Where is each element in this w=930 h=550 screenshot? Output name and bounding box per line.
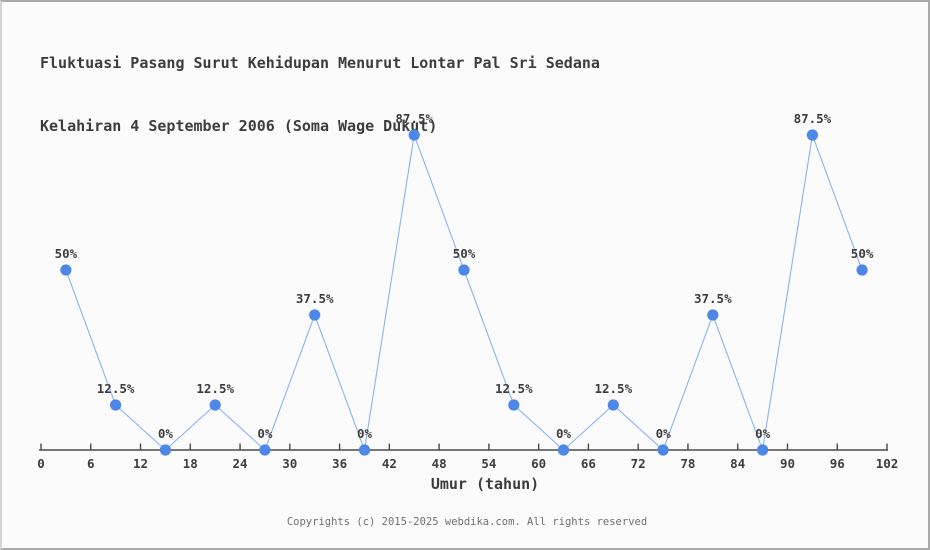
point-value-label: 0% bbox=[556, 426, 572, 441]
x-axis-tick-label: 6 bbox=[87, 456, 95, 471]
x-axis-tick-label: 42 bbox=[382, 456, 397, 471]
x-axis-tick-label: 48 bbox=[432, 456, 447, 471]
point-value-label: 87.5% bbox=[794, 111, 832, 126]
x-axis-tick-label: 36 bbox=[332, 456, 347, 471]
point-value-label: 12.5% bbox=[495, 381, 533, 396]
data-point bbox=[209, 399, 221, 411]
copyright-footer: Copyrights (c) 2015-2025 webdika.com. Al… bbox=[286, 516, 648, 528]
point-labels: 50% 12.5% 0% 12.5% 0% 37.5% 0% 87.5% 50% 12.5% 0% 1… bbox=[55, 111, 874, 441]
point-value-label: 12.5% bbox=[594, 381, 632, 396]
series-points bbox=[60, 129, 868, 456]
x-axis-tick-label: 0 bbox=[37, 456, 45, 471]
x-axis-tick-label: 84 bbox=[730, 456, 745, 471]
x-axis-tick-label: 66 bbox=[581, 456, 596, 471]
x-axis-tick-label: 24 bbox=[233, 456, 248, 471]
point-value-label: 0% bbox=[357, 426, 373, 441]
chart-title-line1: Fluktuasi Pasang Surut Kehidupan Menurut… bbox=[40, 54, 600, 72]
data-point bbox=[60, 264, 72, 276]
point-value-label: 0% bbox=[656, 426, 672, 441]
x-axis-tick-label: 30 bbox=[282, 456, 297, 471]
point-value-label: 0% bbox=[257, 426, 273, 441]
point-value-label: 0% bbox=[755, 426, 771, 441]
data-point bbox=[408, 129, 420, 141]
point-value-label: 50% bbox=[55, 246, 78, 261]
point-value-label: 12.5% bbox=[97, 381, 135, 396]
data-point bbox=[159, 444, 171, 456]
point-value-label: 50% bbox=[453, 246, 476, 261]
data-point bbox=[358, 444, 371, 456]
x-axis-tick-label: 60 bbox=[531, 456, 546, 471]
data-point bbox=[110, 399, 122, 411]
data-point bbox=[856, 264, 868, 276]
data-point bbox=[607, 399, 619, 411]
chart-title-line2: Kelahiran 4 September 2006 (Soma Wage Du… bbox=[40, 117, 438, 135]
x-axis-tick-label: 96 bbox=[830, 456, 845, 471]
data-point bbox=[806, 129, 819, 141]
point-value-label: 37.5% bbox=[694, 291, 732, 306]
x-axis-tick-label: 72 bbox=[631, 456, 646, 471]
x-axis-tick-label: 18 bbox=[183, 456, 198, 471]
x-axis-tick-label: 102 bbox=[876, 456, 899, 471]
point-value-label: 37.5% bbox=[296, 291, 334, 306]
x-axis: 0 6 12 18 24 30 36 42 48 54 60 66 72 78 84 90 96 102 bbox=[37, 443, 899, 471]
data-point bbox=[508, 399, 520, 411]
data-point bbox=[707, 309, 719, 321]
data-point bbox=[458, 264, 470, 276]
x-axis-tick-label: 12 bbox=[133, 456, 148, 471]
x-axis-label: Umur (tahun) bbox=[430, 475, 540, 493]
point-value-label: 12.5% bbox=[196, 381, 234, 396]
data-point bbox=[757, 444, 769, 456]
series-line bbox=[65, 132, 863, 453]
point-value-label: 50% bbox=[851, 246, 874, 261]
data-point bbox=[657, 444, 669, 456]
point-value-label: 87.5% bbox=[395, 111, 433, 126]
x-axis-tick-label: 90 bbox=[780, 456, 795, 471]
data-point bbox=[309, 309, 321, 321]
x-axis-tick-label: 78 bbox=[680, 456, 695, 471]
data-point bbox=[557, 444, 570, 456]
data-point bbox=[259, 444, 271, 456]
chart-title: Fluktuasi Pasang Surut Kehidupan Menurut… bbox=[40, 11, 600, 179]
point-value-label: 0% bbox=[158, 426, 174, 441]
x-axis-tick-label: 54 bbox=[481, 456, 496, 471]
